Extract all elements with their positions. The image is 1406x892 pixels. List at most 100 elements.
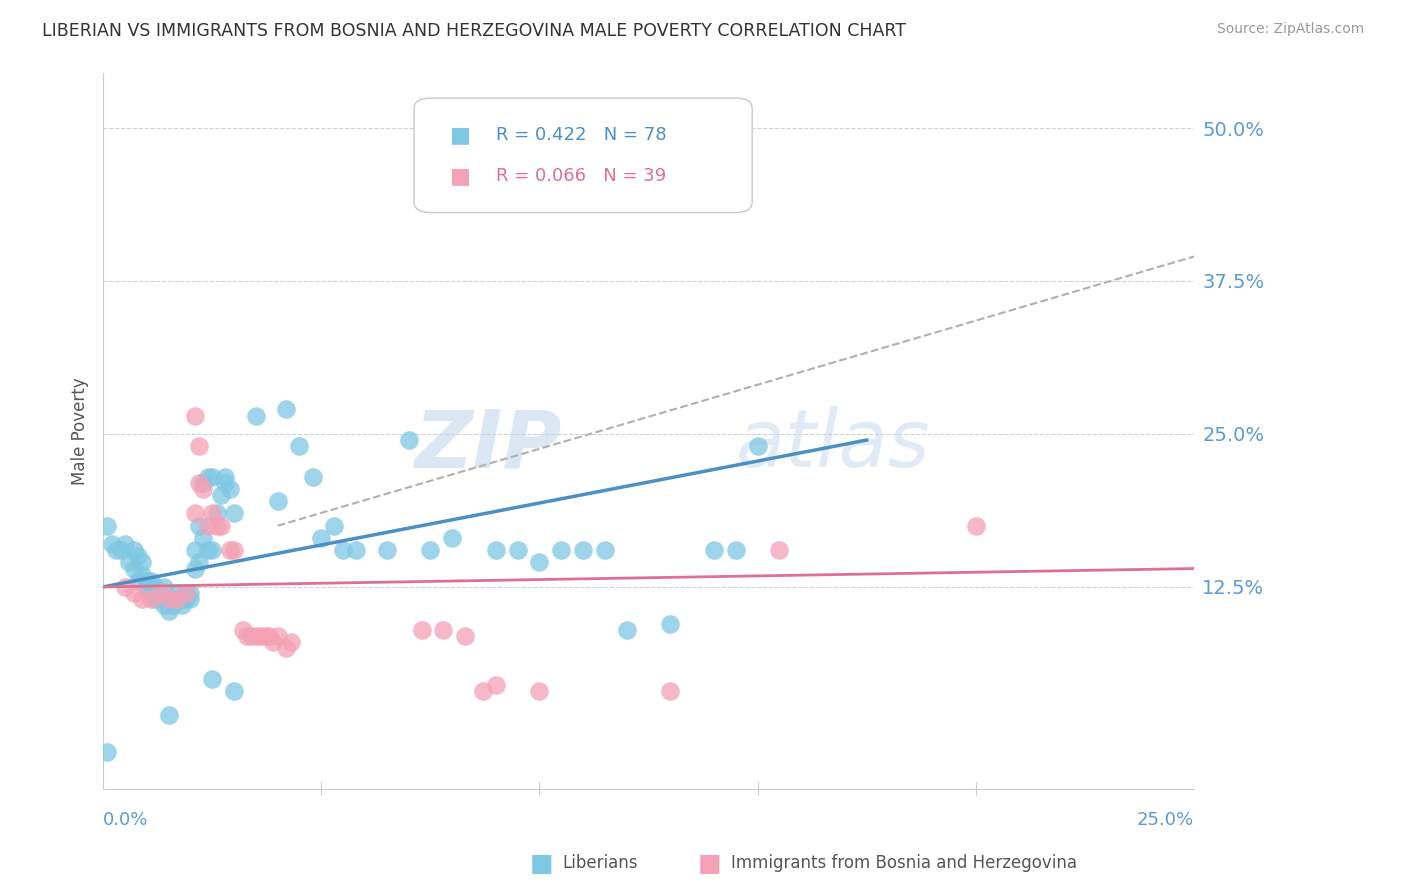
Point <box>344 543 367 558</box>
Text: 25.0%: 25.0% <box>1137 811 1194 829</box>
Point <box>280 635 302 649</box>
Point <box>432 623 454 637</box>
Point <box>659 684 682 698</box>
Point <box>965 518 987 533</box>
Point <box>703 543 725 558</box>
Point <box>218 482 240 496</box>
Point <box>179 592 201 607</box>
Point <box>96 518 118 533</box>
Point <box>201 470 224 484</box>
Point <box>122 586 145 600</box>
Point <box>114 537 136 551</box>
Point <box>153 599 176 613</box>
Point <box>441 531 464 545</box>
Point <box>162 592 184 607</box>
Point <box>572 543 595 558</box>
Point <box>205 518 228 533</box>
Point <box>131 592 153 607</box>
Point <box>222 684 245 698</box>
Point <box>157 604 180 618</box>
Point <box>288 439 311 453</box>
Point <box>184 409 207 423</box>
Point <box>101 537 124 551</box>
Point <box>768 543 790 558</box>
Point <box>131 556 153 570</box>
Point <box>209 518 232 533</box>
Point <box>149 586 172 600</box>
Point <box>222 507 245 521</box>
Point <box>162 599 184 613</box>
FancyBboxPatch shape <box>413 98 752 212</box>
Point <box>240 629 263 643</box>
Point <box>323 518 346 533</box>
Point <box>135 574 157 588</box>
Point <box>139 574 162 588</box>
Point <box>145 592 167 607</box>
Point <box>166 592 188 607</box>
Text: Source: ZipAtlas.com: Source: ZipAtlas.com <box>1216 22 1364 37</box>
Text: LIBERIAN VS IMMIGRANTS FROM BOSNIA AND HERZEGOVINA MALE POVERTY CORRELATION CHAR: LIBERIAN VS IMMIGRANTS FROM BOSNIA AND H… <box>42 22 907 40</box>
Point <box>245 409 267 423</box>
Point <box>214 475 236 490</box>
Point <box>122 561 145 575</box>
Point <box>529 556 551 570</box>
Point <box>214 470 236 484</box>
Point <box>659 616 682 631</box>
Point <box>157 708 180 723</box>
Text: ■: ■ <box>450 166 471 186</box>
Point <box>419 543 441 558</box>
Point <box>253 629 276 643</box>
Text: Liberians: Liberians <box>562 855 638 872</box>
Point <box>616 623 638 637</box>
Point <box>209 488 232 502</box>
Point <box>454 629 477 643</box>
Point <box>188 439 211 453</box>
Point <box>114 580 136 594</box>
Point <box>188 556 211 570</box>
Point <box>398 433 420 447</box>
Point <box>166 592 188 607</box>
Point <box>179 586 201 600</box>
Point <box>375 543 398 558</box>
Point <box>257 629 280 643</box>
Point <box>276 402 298 417</box>
Point <box>236 629 259 643</box>
Point <box>110 543 132 558</box>
Point <box>174 586 197 600</box>
Point <box>747 439 769 453</box>
Point <box>724 543 747 558</box>
Point <box>149 586 172 600</box>
Point <box>118 556 141 570</box>
Y-axis label: Male Poverty: Male Poverty <box>72 377 89 484</box>
Text: R = 0.066   N = 39: R = 0.066 N = 39 <box>496 167 666 185</box>
Point <box>149 592 172 607</box>
Text: R = 0.422   N = 78: R = 0.422 N = 78 <box>496 126 666 144</box>
Point <box>276 641 298 656</box>
Text: ■: ■ <box>450 125 471 145</box>
Point <box>157 592 180 607</box>
Point <box>471 684 494 698</box>
Point <box>193 475 215 490</box>
Point <box>201 543 224 558</box>
Point <box>205 507 228 521</box>
Point <box>96 745 118 759</box>
Point <box>188 475 211 490</box>
Point <box>411 623 433 637</box>
Point <box>245 629 267 643</box>
Point <box>193 482 215 496</box>
Point <box>170 599 193 613</box>
Point <box>184 561 207 575</box>
Point <box>105 543 128 558</box>
Point <box>201 507 224 521</box>
Point <box>485 543 508 558</box>
Point <box>485 678 508 692</box>
Point <box>174 592 197 607</box>
Point <box>197 470 219 484</box>
Point <box>188 518 211 533</box>
Text: Immigrants from Bosnia and Herzegovina: Immigrants from Bosnia and Herzegovina <box>731 855 1077 872</box>
Point <box>184 543 207 558</box>
Point <box>170 592 193 607</box>
Point <box>145 580 167 594</box>
Point <box>332 543 354 558</box>
Point <box>301 470 323 484</box>
